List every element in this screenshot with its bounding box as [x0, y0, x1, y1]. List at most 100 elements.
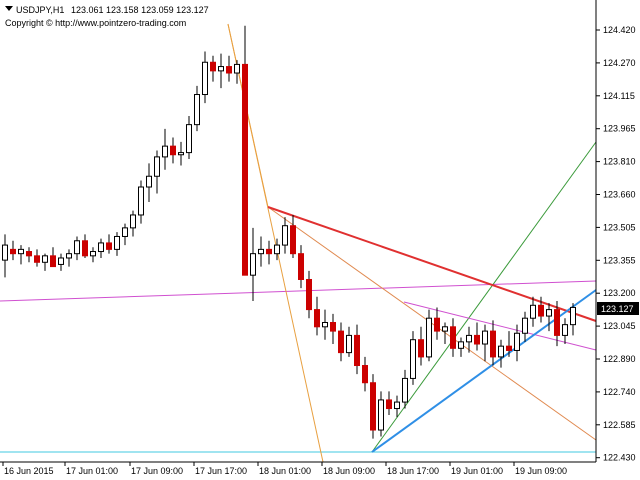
candle-body	[218, 66, 224, 72]
candle-body	[562, 324, 568, 336]
candle	[346, 326, 352, 357]
candle	[250, 227, 256, 301]
candle	[458, 337, 464, 357]
candle-body	[506, 345, 512, 351]
candle-body	[466, 334, 472, 343]
price-tick-label: 123.965	[603, 124, 636, 134]
candle	[82, 234, 88, 258]
candle-body	[82, 240, 88, 257]
candle	[370, 374, 376, 439]
candle-body	[554, 309, 560, 336]
candle-body	[450, 326, 456, 349]
candle	[242, 25, 248, 276]
price-tick-label: 123.200	[603, 288, 636, 298]
candle	[514, 324, 520, 362]
candle	[570, 303, 576, 336]
price-tick-label: 122.585	[603, 420, 636, 430]
current-price-badge: 123.127	[597, 302, 639, 315]
candle	[26, 247, 32, 263]
candle	[74, 236, 80, 261]
candle	[322, 309, 328, 340]
candle	[330, 313, 336, 345]
candle-body	[258, 248, 264, 255]
candle-body	[282, 225, 288, 246]
candle	[90, 247, 96, 263]
candle-body	[202, 61, 208, 96]
candle-body	[274, 244, 280, 255]
dropdown-triangle-icon[interactable]	[5, 6, 13, 11]
candle	[402, 369, 408, 409]
time-tick-label: 18 Jun 17:00	[387, 466, 439, 476]
time-tick-label: 19 Jun 01:00	[451, 466, 503, 476]
candle-body	[2, 244, 8, 261]
candle-body	[546, 309, 552, 317]
ohlc-values: 123.061 123.158 123.059 123.127	[71, 5, 209, 15]
candle-body	[530, 304, 536, 319]
candle	[18, 245, 24, 265]
candle-body	[346, 334, 352, 354]
copyright-text: Copyright © http://www.pointzero-trading…	[5, 18, 186, 28]
candle	[106, 234, 112, 254]
candle-body	[298, 253, 304, 280]
candle	[194, 85, 200, 132]
candle	[386, 391, 392, 415]
candle-body	[418, 339, 424, 358]
candle	[426, 309, 432, 362]
candle-body	[338, 330, 344, 354]
magenta-horizontal-line[interactable]	[0, 280, 597, 302]
candle-body	[138, 186, 144, 216]
time-tick-label: 17 Jun 01:00	[66, 466, 118, 476]
candle	[202, 51, 208, 104]
candle	[98, 238, 104, 258]
price-tick-label: 124.420	[603, 25, 636, 35]
candle	[42, 253, 48, 271]
candle-body	[306, 278, 312, 311]
candle-body	[570, 306, 576, 326]
candle-body	[410, 339, 416, 379]
candle-body	[186, 124, 192, 154]
time-tick-label: 18 Jun 01:00	[259, 466, 311, 476]
candle	[10, 240, 16, 261]
candle	[50, 247, 56, 268]
candle	[170, 137, 176, 164]
gann-green-line[interactable]	[371, 141, 597, 453]
candle	[146, 163, 152, 203]
candle-body	[314, 309, 320, 328]
candle-body	[242, 63, 248, 276]
candles	[2, 25, 576, 439]
candle-body	[50, 255, 56, 268]
candle	[498, 339, 504, 368]
trend-lines	[0, 23, 597, 463]
candle-body	[146, 175, 152, 188]
candle-body	[234, 63, 240, 74]
candle-body	[426, 317, 432, 358]
candle	[154, 150, 160, 194]
time-tick-label: 18 Jun 09:00	[323, 466, 375, 476]
candle	[258, 236, 264, 267]
candle-body	[66, 253, 72, 259]
price-tick-label: 123.660	[603, 190, 636, 200]
candle	[290, 214, 296, 258]
candle	[338, 322, 344, 362]
candle	[122, 223, 128, 246]
time-tick-label: 17 Jun 09:00	[131, 466, 183, 476]
magenta-channel-line[interactable]	[403, 301, 597, 351]
candle-body	[538, 304, 544, 317]
candle-body	[442, 326, 448, 332]
chart-header: USDJPY,H1 123.061 123.158 123.059 123.12…	[5, 5, 209, 28]
candle-body	[474, 334, 480, 345]
candle	[226, 55, 232, 82]
price-tick-label: 122.740	[603, 387, 636, 397]
candle	[482, 324, 488, 362]
candle	[450, 318, 456, 357]
candle	[530, 296, 536, 327]
candle-body	[498, 345, 504, 358]
candle-body	[434, 317, 440, 332]
candle	[466, 326, 472, 353]
support-trendline[interactable]	[371, 289, 597, 453]
price-tick-label: 123.045	[603, 321, 636, 331]
candle-body	[386, 399, 392, 410]
candle	[394, 395, 400, 418]
candle-body	[490, 330, 496, 358]
